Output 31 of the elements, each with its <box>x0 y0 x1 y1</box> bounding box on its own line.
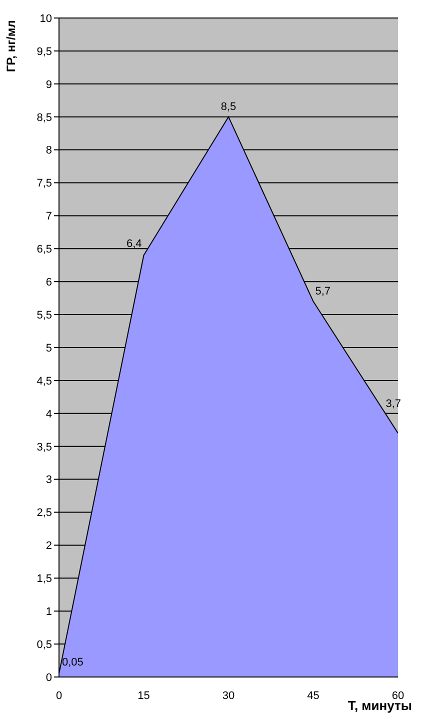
y-tick-label: 0 <box>46 672 52 684</box>
y-tick-label: 9 <box>46 78 52 91</box>
y-tick-label: 2 <box>46 540 52 552</box>
y-tick-label: 9,5 <box>36 46 52 58</box>
y-tick-label: 0,5 <box>36 638 52 651</box>
x-tick-label: 15 <box>138 690 150 702</box>
data-label: 0,05 <box>62 656 84 669</box>
y-tick-label: 8 <box>46 144 52 157</box>
y-tick-label: 6 <box>46 276 52 289</box>
y-tick-label: 6,5 <box>36 244 52 256</box>
y-tick-label: 10 <box>40 12 52 25</box>
y-tick-label: 5,5 <box>36 309 52 322</box>
y-tick-label: 5 <box>46 342 52 354</box>
x-tick-label: 0 <box>56 690 62 702</box>
y-tick-label: 3,5 <box>36 441 52 454</box>
y-tick-label: 7,5 <box>36 178 52 190</box>
y-tick-label: 8,5 <box>36 112 52 124</box>
y-tick-label: 1,5 <box>36 573 52 586</box>
x-tick-label: 45 <box>307 690 320 702</box>
data-label: 8,5 <box>220 100 236 113</box>
y-tick-label: 4,5 <box>36 375 52 388</box>
data-label: 6,4 <box>126 238 142 250</box>
y-tick-label: 4 <box>46 408 52 420</box>
y-tick-label: 7 <box>46 210 52 223</box>
y-axis-title: ГР, нг/мл <box>4 20 19 72</box>
data-label: 3,7 <box>386 398 401 410</box>
y-tick-label: 3 <box>46 474 52 486</box>
data-label: 5,7 <box>315 285 331 298</box>
x-tick-label: 30 <box>222 690 235 702</box>
y-tick-label: 2,5 <box>36 507 52 520</box>
y-tick-label: 1 <box>46 606 52 618</box>
